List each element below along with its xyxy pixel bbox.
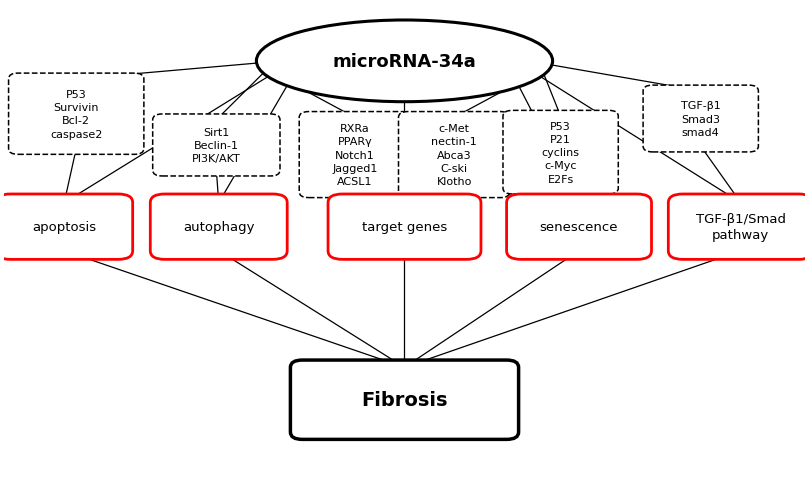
Text: TGF-β1
Smad3
smad4: TGF-β1 Smad3 smad4: [681, 101, 721, 138]
FancyBboxPatch shape: [643, 86, 758, 153]
Text: RXRa
PPARγ
Notch1
Jagged1
ACSL1: RXRa PPARγ Notch1 Jagged1 ACSL1: [332, 124, 378, 186]
FancyBboxPatch shape: [328, 195, 481, 260]
Text: senescence: senescence: [540, 221, 618, 234]
Text: c-Met
nectin-1
Abca3
C-ski
Klotho: c-Met nectin-1 Abca3 C-ski Klotho: [431, 124, 477, 186]
FancyBboxPatch shape: [290, 360, 519, 440]
Text: autophagy: autophagy: [183, 221, 255, 234]
Text: P53
Survivin
Bcl-2
caspase2: P53 Survivin Bcl-2 caspase2: [50, 90, 103, 139]
FancyBboxPatch shape: [9, 74, 144, 155]
Text: TGF-β1/Smad
pathway: TGF-β1/Smad pathway: [696, 213, 786, 242]
FancyBboxPatch shape: [503, 111, 618, 195]
FancyBboxPatch shape: [299, 112, 410, 198]
FancyBboxPatch shape: [153, 115, 280, 177]
Text: apoptosis: apoptosis: [32, 221, 96, 234]
Text: target genes: target genes: [362, 221, 447, 234]
FancyBboxPatch shape: [668, 195, 809, 260]
FancyBboxPatch shape: [150, 195, 287, 260]
Text: Fibrosis: Fibrosis: [362, 390, 447, 409]
FancyBboxPatch shape: [0, 195, 133, 260]
Text: P53
P21
cyclins
c-Myc
E2Fs: P53 P21 cyclins c-Myc E2Fs: [542, 122, 579, 184]
FancyBboxPatch shape: [506, 195, 651, 260]
Text: microRNA-34a: microRNA-34a: [332, 53, 477, 71]
Text: Sirt1
Beclin-1
PI3K/AKT: Sirt1 Beclin-1 PI3K/AKT: [192, 127, 241, 164]
FancyBboxPatch shape: [399, 112, 510, 198]
